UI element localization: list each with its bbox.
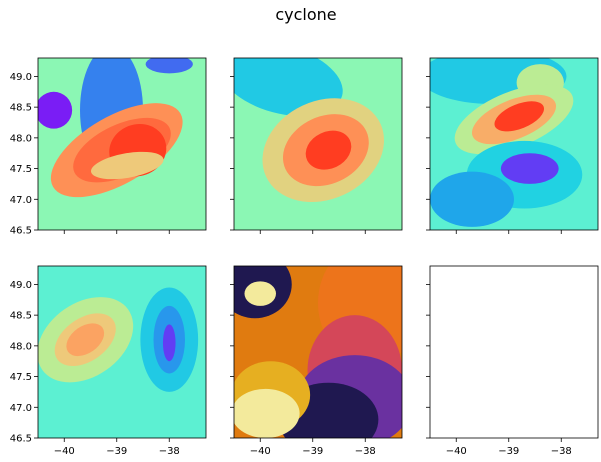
axes-frame xyxy=(37,265,207,439)
contour-level-7 xyxy=(90,151,164,180)
y-tick-label: 48.5 xyxy=(10,103,32,114)
y-tick-label: 48.5 xyxy=(10,311,32,322)
axes-frame xyxy=(233,57,403,231)
contour-field xyxy=(234,266,402,438)
contour-field xyxy=(430,58,598,230)
subplot-4: −40 −39 −38 46.5 47.0 47.5 48.0 48.5 49.0 xyxy=(10,265,207,457)
x-tick-label: −38 xyxy=(551,446,572,457)
x-tick-label: −39 xyxy=(302,446,323,457)
x-tick-label: −38 xyxy=(159,446,180,457)
x-tick-label: −40 xyxy=(446,446,467,457)
x-tick-label: −39 xyxy=(106,446,127,457)
subplot-6: −40 −39 −38 xyxy=(426,265,599,457)
axes-frame xyxy=(233,265,403,439)
subplot-1: 46.5 47.0 47.5 48.0 48.5 49.0 xyxy=(10,57,207,237)
y-tick-label: 46.5 xyxy=(10,434,32,445)
y-tick-label: 48.0 xyxy=(10,341,32,352)
contour-field xyxy=(38,266,206,438)
contour-field xyxy=(38,58,206,230)
contour-level-4 xyxy=(305,130,352,170)
contour-level-8 xyxy=(430,171,514,227)
y-tick-label: 49.0 xyxy=(10,72,32,83)
y-tick-label: 46.5 xyxy=(10,226,32,237)
x-tick-label: −40 xyxy=(250,446,271,457)
chart-title: cyclone xyxy=(275,5,336,24)
contour-level-2 xyxy=(38,91,73,129)
contour-level-3 xyxy=(145,58,193,74)
y-tick-label: 47.0 xyxy=(10,195,32,206)
subplot-3 xyxy=(426,57,599,234)
contour-level-5 xyxy=(494,101,545,132)
y-tick-label: 47.0 xyxy=(10,403,32,414)
contour-field xyxy=(234,58,402,230)
y-tick-label: 47.5 xyxy=(10,164,32,175)
x-tick-label: −40 xyxy=(54,446,75,457)
contour-level-7 xyxy=(500,153,559,184)
y-tick-label: 48.0 xyxy=(10,133,32,144)
contour-level-3 xyxy=(66,323,105,357)
subplot-grid: 46.5 47.0 47.5 48.0 48.5 49.0 −40 −39 −38 46.5 47.… xyxy=(10,57,599,457)
axes-frame xyxy=(429,57,599,231)
x-tick-label: −39 xyxy=(498,446,519,457)
y-tick-label: 49.0 xyxy=(10,280,32,291)
axes-frame xyxy=(429,265,599,439)
contour-level-6 xyxy=(244,281,276,306)
x-tick-label: −38 xyxy=(355,446,376,457)
contour-level-8 xyxy=(234,388,300,438)
y-tick-label: 47.5 xyxy=(10,372,32,383)
subplot-5: −40 −39 −38 xyxy=(230,265,403,457)
axes-frame xyxy=(37,57,207,231)
subplot-2 xyxy=(230,57,403,234)
contour-level-6 xyxy=(162,324,176,362)
contour-level-1 xyxy=(234,58,343,116)
